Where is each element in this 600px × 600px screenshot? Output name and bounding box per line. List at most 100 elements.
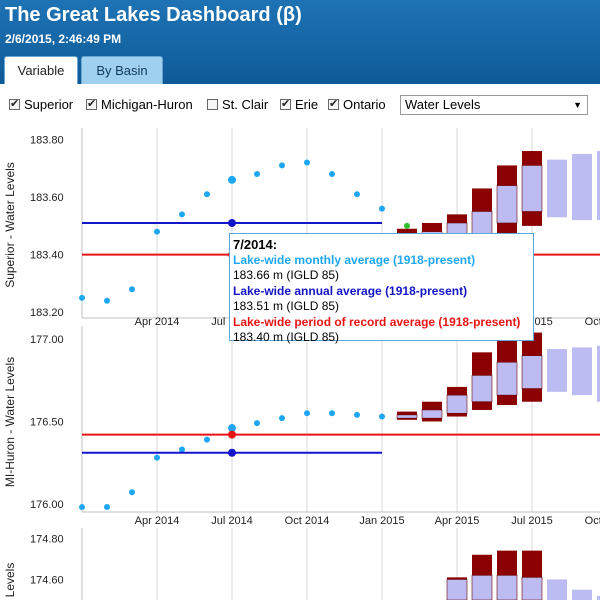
y-axis-title: Superior - Water Levels (3, 162, 17, 288)
y-tick-label: 183.60 (30, 192, 64, 204)
forecast-range-bar (572, 589, 592, 600)
monthly-average-point (154, 228, 160, 235)
tooltip-date: 7/2014: (233, 237, 278, 252)
app-title: The Great Lakes Dashboard (β) (5, 4, 302, 26)
forecast-range-bar (572, 153, 592, 221)
x-tick-label: Apr 2014 (135, 515, 180, 527)
forecast-range-bar (496, 575, 518, 600)
checkbox-ontario[interactable]: Ontario (328, 97, 386, 112)
forecast-range-bar (547, 159, 567, 218)
forecast-range-bar (496, 185, 518, 224)
checkbox-michigan-huron-label: Michigan-Huron (101, 97, 193, 112)
x-tick-label: Apr 2015 (435, 515, 480, 527)
monthly-average-point (354, 191, 360, 198)
checkbox-michigan-huron-box[interactable] (86, 97, 97, 110)
monthly-average-point (79, 504, 85, 511)
monthly-average-point (354, 411, 360, 418)
monthly-average-point (104, 297, 110, 304)
chevron-down-icon: ▼ (573, 100, 582, 110)
checkbox-superior-label: Superior (24, 97, 74, 112)
annual-average-marker (228, 219, 236, 227)
tooltip-period-value: 183.40 m (IGLD 85) (233, 330, 340, 344)
checkbox-ontario-box[interactable] (328, 97, 339, 110)
x-tick-label: Oct 2015 (585, 515, 600, 527)
y-tick-label: 176.50 (30, 416, 64, 428)
forecast-range-bar (446, 579, 468, 600)
monthly-average-point (179, 211, 185, 218)
checkbox-superior-box[interactable] (9, 97, 20, 110)
variable-select-value: Water Levels (405, 97, 481, 112)
forecast-range-bar (421, 409, 443, 419)
forecast-range-bar (547, 349, 567, 392)
forecast-range-bar (471, 375, 493, 403)
monthly-average-point (279, 162, 285, 169)
y-tick-label: 174.60 (30, 574, 64, 586)
checkbox-superior[interactable]: Superior (9, 97, 73, 112)
monthly-average-point (104, 504, 110, 511)
y-tick-label: 174.80 (30, 533, 64, 545)
period-average-marker (228, 430, 236, 439)
y-tick-label: 177.00 (30, 334, 64, 346)
checkbox-st-clair-label: St. Clair (222, 97, 269, 112)
y-tick-label: 176.00 (30, 499, 64, 511)
checkbox-erie-box[interactable] (280, 97, 291, 110)
tooltip-annual-label: Lake-wide annual average (1918-present) (233, 283, 468, 298)
x-tick-label: Oct 2014 (285, 515, 330, 527)
forecast-range-bar (471, 211, 493, 235)
monthly-average-point (254, 171, 260, 178)
forecast-range-bar (496, 361, 518, 396)
x-tick-label: Apr 2014 (135, 316, 180, 328)
monthly-average-point (129, 489, 135, 496)
checkbox-ontario-label: Ontario (343, 97, 386, 112)
monthly-average-point (379, 413, 385, 420)
monthly-average-point (304, 410, 310, 417)
forecast-range-bar (597, 595, 600, 600)
tooltip-annual-value: 183.51 m (IGLD 85) (233, 299, 340, 313)
forecast-range-bar (547, 579, 567, 600)
monthly-average-point (129, 286, 135, 293)
x-tick-label: Oct 2015 (585, 316, 600, 328)
variable-select[interactable]: Water Levels ▼ (400, 95, 588, 115)
app-header: The Great Lakes Dashboard (β) 2/6/2015, … (0, 0, 600, 84)
monthly-average-point (228, 175, 236, 184)
data-tooltip: 7/2014: Lake-wide monthly average (1918-… (229, 233, 534, 344)
monthly-average-point (228, 424, 236, 433)
x-tick-label: Jul 2015 (511, 515, 553, 527)
forecast-range-bar (396, 414, 418, 419)
forecast-range-bar (471, 575, 493, 600)
x-tick-label: Jan 2015 (359, 515, 404, 527)
annual-average-marker (228, 448, 236, 457)
monthly-average-point (304, 159, 310, 166)
monthly-average-point (329, 171, 335, 178)
forecast-range-bar (446, 394, 468, 414)
chart-panel-3: 174.80 174.60 Levels (3, 528, 600, 600)
forecast-point (404, 222, 410, 229)
y-tick-label: 183.40 (30, 250, 64, 262)
checkbox-st-clair-box[interactable] (207, 99, 218, 110)
tab-variable[interactable]: Variable (4, 56, 78, 84)
last-updated-timestamp: 2/6/2015, 2:46:49 PM (5, 32, 122, 46)
checkbox-st-clair[interactable]: St. Clair (207, 97, 268, 112)
y-axis-title: Levels (3, 563, 17, 598)
forecast-range-bar (521, 577, 543, 600)
tooltip-monthly-value: 183.66 m (IGLD 85) (233, 268, 340, 282)
chart-panel-2: 177.00 176.50 176.00 MI-Huron - Water Level… (3, 326, 600, 527)
monthly-average-point (329, 410, 335, 417)
tooltip-period-label: Lake-wide period of record average (1918… (233, 314, 521, 329)
monthly-average-point (254, 420, 260, 427)
monthly-average-point (179, 446, 185, 453)
x-tick-label: Jul 2014 (211, 515, 253, 527)
tooltip-monthly-label: Lake-wide monthly average (1918-present) (233, 252, 476, 267)
y-axis-title: MI-Huron - Water Levels (3, 357, 17, 487)
monthly-average-point (204, 191, 210, 198)
monthly-average-point (279, 415, 285, 422)
checkbox-erie-label: Erie (295, 97, 319, 112)
monthly-average-point (154, 454, 160, 461)
checkbox-erie[interactable]: Erie (280, 97, 318, 112)
forecast-range-bar (521, 165, 543, 212)
tab-by-basin[interactable]: By Basin (81, 56, 163, 84)
checkbox-michigan-huron[interactable]: Michigan-Huron (86, 97, 193, 112)
y-tick-label: 183.20 (30, 307, 64, 319)
monthly-average-point (204, 436, 210, 443)
monthly-average-point (79, 294, 85, 301)
